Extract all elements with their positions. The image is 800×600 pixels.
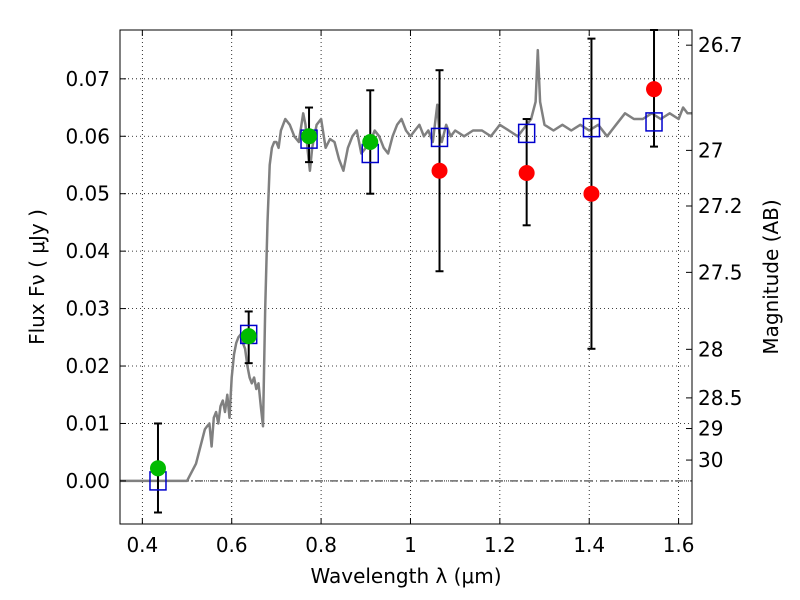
x-tick-label: 1.6 [663, 533, 695, 557]
y-tick-label: 0.00 [65, 469, 110, 493]
model-band-flux-marker [517, 123, 536, 144]
model-band-flux-marker [430, 127, 449, 148]
x-tick-label: 0.4 [126, 533, 158, 557]
observed-flux-point [362, 134, 379, 151]
x-tick-label: 1.2 [484, 533, 516, 557]
right-tick-label: 28 [698, 337, 723, 361]
observed-flux-point [518, 165, 535, 182]
y-tick-label: 0.01 [65, 411, 110, 435]
x-tick-label: 0.6 [216, 533, 248, 557]
observed-flux-point [301, 128, 318, 145]
x-axis-label: Wavelength λ (μm) [310, 564, 501, 588]
observed-flux-point [646, 81, 663, 98]
model-spectrum-line [120, 48, 692, 483]
x-tick-label: 0.8 [305, 533, 337, 557]
right-tick-label: 27 [698, 138, 723, 162]
right-tick-label: 27.2 [698, 194, 743, 218]
model-band-flux-marker [582, 117, 601, 138]
y-tick-label: 0.05 [65, 182, 110, 206]
right-tick-label: 27.5 [698, 260, 743, 284]
y-tick-label: 0.07 [65, 67, 110, 91]
y-tick-label: 0.03 [65, 297, 110, 321]
plot-area [120, 29, 692, 514]
observed-flux-point [583, 185, 600, 202]
observed-flux-point [240, 328, 257, 345]
observed-flux-point [431, 162, 448, 179]
y-axis-right-label: Magnitude (AB) [759, 199, 783, 354]
grid [120, 30, 692, 524]
right-tick-label: 30 [698, 448, 723, 472]
y-tick-label: 0.04 [65, 239, 110, 263]
right-tick-label: 26.7 [698, 33, 743, 57]
y-axis-label: Flux Fν ( μJy ) [25, 209, 49, 345]
y-tick-label: 0.06 [65, 124, 110, 148]
y-tick-label: 0.02 [65, 354, 110, 378]
right-tick-label: 28.5 [698, 386, 743, 410]
x-tick-label: 1.4 [573, 533, 605, 557]
plot-frame [119, 29, 693, 525]
model-band-flux-marker [645, 112, 663, 132]
x-tick-label: 1 [404, 533, 417, 557]
observed-flux-point [149, 460, 166, 477]
right-tick-label: 29 [698, 417, 723, 441]
axis-ticks: 0.4 0.6 0.8 1 1.2 1.4 1.6 0.00 0.01 0.02 0.03 0.04 0… [65, 30, 743, 557]
